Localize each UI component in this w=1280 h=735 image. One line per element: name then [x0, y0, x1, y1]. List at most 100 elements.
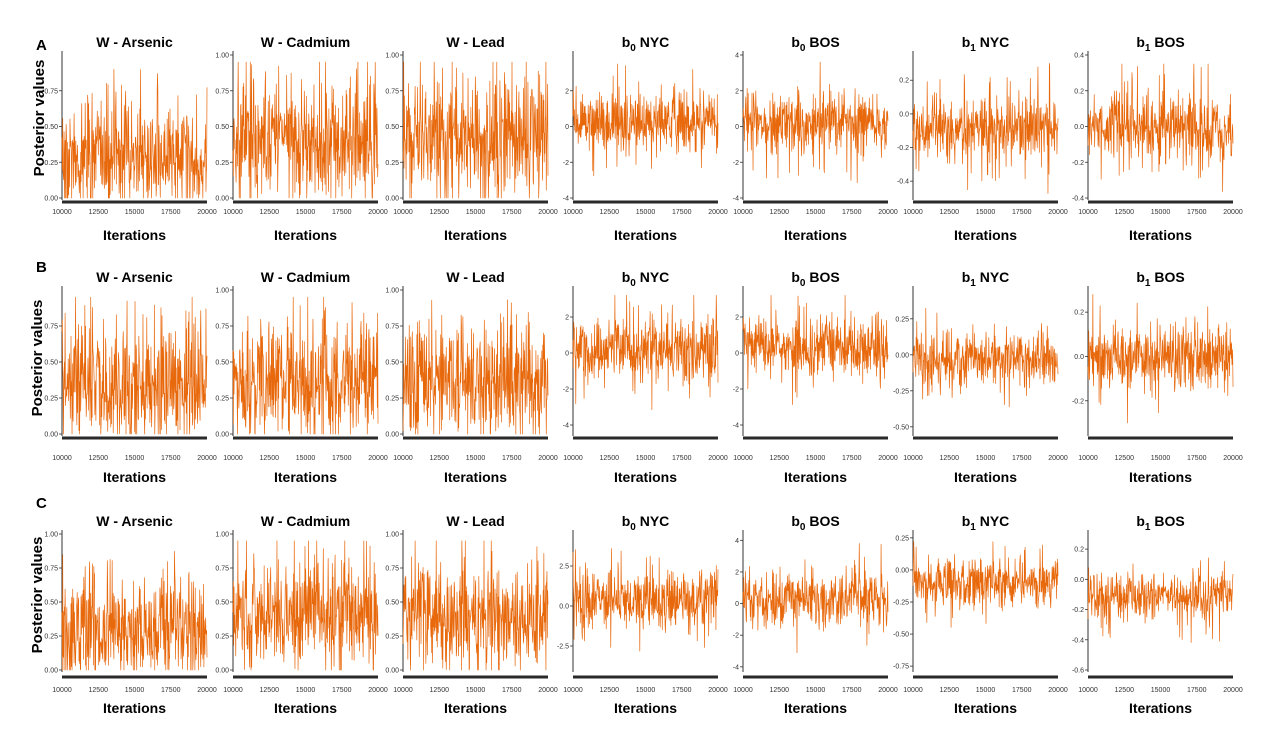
x-tick-label: 20000	[1223, 209, 1243, 216]
y-tick-label: 0.50	[215, 360, 229, 367]
x-tick-label: 10000	[52, 455, 72, 462]
x-tick-label: 10000	[563, 209, 583, 216]
x-tick-label: 10000	[1078, 687, 1098, 694]
x-tick-label: 12500	[770, 455, 790, 462]
x-tick-label: 20000	[538, 209, 558, 216]
y-tick-label: -0.50	[893, 424, 909, 431]
x-tick-label: 12500	[600, 455, 620, 462]
y-tick-label: 1.00	[215, 532, 229, 539]
x-tick-label: 12500	[770, 687, 790, 694]
y-tick-label: 0.50	[385, 124, 399, 131]
panel-title: b1 BOS	[1136, 513, 1184, 533]
x-axis-label: Iterations	[954, 227, 1017, 243]
y-tick-label: 0	[735, 351, 739, 358]
trace-panel: b0 NYC -4 -2 0 2 10000 12500 15000 17500 20000 Ite…	[563, 269, 728, 485]
x-tick-label: 20000	[197, 687, 217, 694]
x-axis-bar	[573, 675, 718, 679]
x-tick-label: 17500	[1187, 687, 1207, 694]
y-tick-label: -2.5	[557, 644, 569, 651]
panel-title: b0 NYC	[622, 513, 670, 533]
y-tick-label: -2	[563, 160, 569, 167]
x-axis-bar	[403, 200, 548, 204]
y-tick-label: 1.00	[215, 288, 229, 295]
x-tick-label: 10000	[1078, 455, 1098, 462]
trace-line	[61, 68, 208, 199]
x-tick-label: 10000	[563, 687, 583, 694]
x-axis-bar	[913, 675, 1058, 679]
x-tick-label: 17500	[842, 209, 862, 216]
x-tick-label: 12500	[940, 209, 960, 216]
x-tick-label: 20000	[708, 455, 728, 462]
y-tick-label: 0.00	[215, 432, 229, 439]
y-tick-label: 2.5	[559, 564, 569, 571]
x-tick-label: 17500	[161, 209, 181, 216]
y-tick-label: -0.2	[897, 145, 909, 152]
y-tick-label: 0	[735, 601, 739, 608]
y-tick-label: 0.25	[895, 535, 909, 542]
x-tick-label: 10000	[733, 209, 753, 216]
trace-panel: b0 NYC -2.5 0.0 2.5 10000 12500 15000 17500 2000…	[557, 513, 728, 716]
y-tick-label: 0.50	[215, 124, 229, 131]
x-tick-label: 20000	[1048, 687, 1068, 694]
trace-panel: b0 BOS -4 -2 0 2 4 10000 12500 15000 17500 20000 It…	[733, 34, 898, 243]
x-axis-bar	[913, 436, 1058, 440]
x-tick-label: 10000	[52, 687, 72, 694]
y-tick-label: -0.4	[1072, 637, 1084, 644]
y-tick-label: -4	[733, 196, 739, 203]
trace-line	[1087, 557, 1234, 643]
panel-title: b0 BOS	[791, 34, 839, 54]
y-tick-label: 0.25	[215, 160, 229, 167]
x-tick-label: 20000	[878, 209, 898, 216]
panel-letter-b: B	[36, 259, 47, 276]
y-tick-label: 0.50	[385, 360, 399, 367]
y-tick-label: 0.25	[895, 316, 909, 323]
trace-panel: b1 BOS -0.6 -0.4 -0.2 0.0 0.2 10000 12500 15000 1…	[1072, 513, 1243, 716]
y-tick-label: -2	[733, 633, 739, 640]
x-tick-label: 17500	[1012, 209, 1032, 216]
x-axis-bar	[573, 200, 718, 204]
panel-title: W - Cadmium	[261, 513, 350, 529]
x-tick-label: 12500	[430, 209, 450, 216]
panel-letter-a: A	[36, 37, 47, 54]
x-axis-label: Iterations	[1129, 700, 1192, 716]
y-tick-label: -2	[563, 387, 569, 394]
x-tick-label: 12500	[600, 687, 620, 694]
trace-panel: b0 BOS -4 -2 0 2 10000 12500 15000 17500 20000 Ite…	[733, 269, 898, 485]
x-tick-label: 12500	[1115, 687, 1135, 694]
panel-title: W - Arsenic	[96, 513, 173, 529]
x-tick-label: 17500	[842, 455, 862, 462]
x-tick-label: 20000	[878, 455, 898, 462]
y-tick-label: -0.75	[893, 664, 909, 671]
x-tick-label: 15000	[806, 455, 826, 462]
x-tick-label: 10000	[393, 209, 413, 216]
x-tick-label: 15000	[1151, 209, 1171, 216]
y-tick-label: 0.2	[1074, 547, 1084, 554]
y-tick-label: 0.00	[895, 352, 909, 359]
trace-line	[402, 540, 549, 671]
x-tick-label: 20000	[197, 209, 217, 216]
y-tick-label: -0.25	[893, 388, 909, 395]
trace-line	[1087, 63, 1234, 192]
x-tick-label: 10000	[563, 455, 583, 462]
panel-title: b0 BOS	[791, 269, 839, 289]
x-tick-label: 15000	[976, 209, 996, 216]
trace-panel: b1 NYC -0.50 -0.25 0.00 0.25 10000 12500 15000 1…	[893, 269, 1068, 485]
y-axis-label-row-a: Posterior values	[31, 60, 48, 177]
y-tick-label: 0.00	[215, 196, 229, 203]
x-tick-label: 12500	[89, 687, 109, 694]
x-tick-label: 20000	[368, 209, 388, 216]
y-tick-label: 0	[565, 124, 569, 131]
x-tick-label: 17500	[842, 687, 862, 694]
x-tick-label: 20000	[878, 687, 898, 694]
x-tick-label: 12500	[260, 209, 280, 216]
x-tick-label: 10000	[393, 687, 413, 694]
y-tick-label: 0.75	[385, 88, 399, 95]
y-tick-label: 2	[565, 315, 569, 322]
y-tick-label: 2	[565, 88, 569, 95]
x-tick-label: 20000	[197, 455, 217, 462]
trace-panel: W - Lead 0.00 0.25 0.50 0.75 1.00 10000 12500 15…	[385, 269, 557, 485]
trace-line	[572, 63, 719, 177]
trace-panel: b0 BOS -4 -2 0 2 4 10000 12500 15000 17500 20000 It…	[733, 513, 898, 716]
x-tick-label: 12500	[430, 455, 450, 462]
trace-line	[742, 295, 889, 406]
